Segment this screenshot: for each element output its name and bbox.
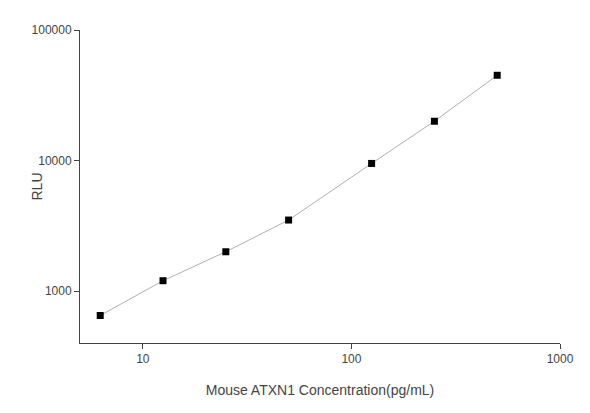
svg-text:RLU: RLU <box>29 172 45 200</box>
svg-text:1000: 1000 <box>45 284 72 298</box>
svg-text:1000: 1000 <box>547 352 574 366</box>
svg-text:100000: 100000 <box>32 23 72 37</box>
svg-text:100: 100 <box>341 352 361 366</box>
svg-text:10: 10 <box>136 352 150 366</box>
svg-text:Mouse ATXN1 Concentration(pg/m: Mouse ATXN1 Concentration(pg/mL) <box>206 382 435 398</box>
svg-text:10000: 10000 <box>38 154 72 168</box>
